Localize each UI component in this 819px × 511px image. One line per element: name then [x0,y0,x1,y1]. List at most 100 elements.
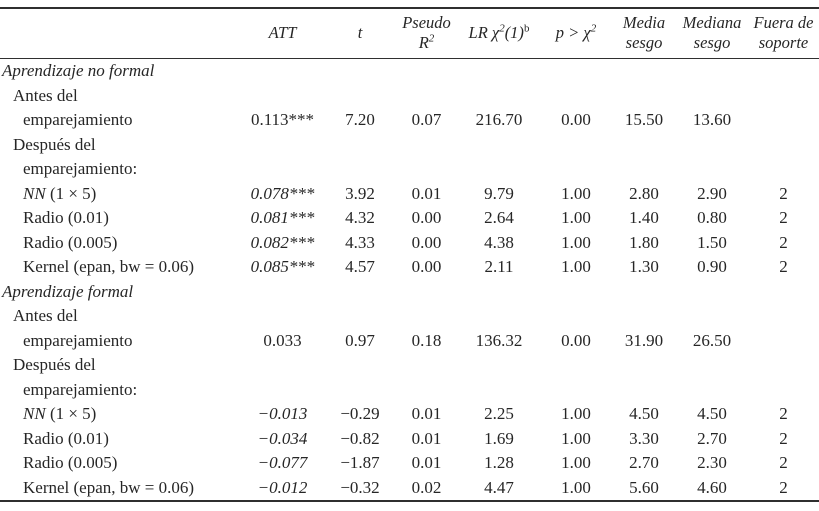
cell: 4.47 [484,477,514,497]
header-t: t [325,8,395,59]
cell: 0.01 [411,183,442,203]
cell: 2.80 [629,183,659,203]
cell [458,353,540,378]
cell: 3.30 [629,428,659,448]
cell: 2.11 [484,257,514,276]
cell: 2.70 [697,428,727,448]
table-row: emparejamiento: [0,157,819,182]
table-row: Aprendizaje formal [0,280,819,305]
row-label: Radio (0.005) [0,451,240,476]
table-row: Radio (0.01) −0.034 −0.82 0.01 1.69 1.00… [0,427,819,452]
table-row: Radio (0.005) −0.077 −1.87 0.01 1.28 1.0… [0,451,819,476]
cell [612,157,676,182]
cell [458,378,540,403]
cell: 1.50 [697,232,727,252]
cell [458,84,540,109]
cell [748,353,819,378]
row-label-text: Radio (0.01) [23,428,109,448]
cell: 1.00 [561,257,591,276]
cell [676,133,748,158]
cell: 1.28 [484,453,514,472]
cell: 0.082*** [250,232,315,252]
cell: 1.00 [561,183,591,203]
cell [540,84,612,109]
cell [540,157,612,182]
table-row: Después del [0,353,819,378]
cell: 2 [779,232,788,252]
cell: 1.69 [484,428,514,448]
cell [540,304,612,329]
header-mediana-line2: sesgo [693,33,731,52]
cell: 0.02 [411,477,442,497]
cell: 0.18 [411,330,442,350]
cell [240,280,325,305]
cell [748,59,819,84]
cell: 4.50 [697,404,727,423]
row-label: NN (1 × 5) [0,402,240,427]
cell [612,84,676,109]
row-label-text: emparejamiento: [23,379,138,399]
cell [458,304,540,329]
cell: 0.80 [697,208,727,227]
cell: 1.30 [629,257,659,276]
cell: 2 [779,453,788,472]
cell: 0.90 [697,257,727,276]
header-t-label: t [357,23,363,42]
table-row: NN (1 × 5) −0.013 −0.29 0.01 2.25 1.00 4… [0,402,819,427]
row-label: Antes del [0,84,240,109]
cell [676,59,748,84]
cell [748,329,819,354]
row-label: Kernel (epan, bw = 0.06) [0,476,240,502]
header-fuera-line2: soporte [758,33,809,52]
cell [325,280,395,305]
header-mediana-line1: Mediana [682,13,742,32]
cell [458,280,540,305]
cell: 0.081*** [250,208,315,227]
cell: 0.00 [561,330,591,350]
header-p-sup: 2 [590,22,597,35]
header-pseudo-line1: Pseudo [402,13,451,32]
row-label: Radio (0.005) [0,231,240,256]
row-label: Después del [0,353,240,378]
cell [240,84,325,109]
table-row: Kernel (epan, bw = 0.06) 0.085*** 4.57 0… [0,255,819,280]
header-media-line1: Media [622,13,666,32]
row-label-text: Antes del [13,85,78,105]
row-label: Aprendizaje formal [0,280,240,305]
header-media-sesgo: Media sesgo [612,8,676,59]
cell: 15.50 [624,110,664,129]
row-label-text: Después del [13,134,96,154]
header-lr-chi2: LR χ2(1)b [458,8,540,59]
row-label: emparejamiento [0,329,240,354]
cell: 136.32 [475,330,523,350]
cell [676,280,748,305]
cell: 5.60 [629,477,659,497]
cell: −0.077 [257,453,308,472]
cell [240,59,325,84]
header-fuera-line1: Fuera de [753,13,814,32]
cell [540,133,612,158]
header-att-label: ATT [268,23,297,42]
row-label-text: Kernel (epan, bw = 0.06) [23,257,195,276]
cell: 0.113*** [250,110,315,129]
header-att: ATT [240,8,325,59]
header-pseudo-sup: 2 [428,32,435,45]
row-label: Radio (0.01) [0,427,240,452]
cell: 13.60 [692,110,732,129]
cell: −0.034 [257,428,308,448]
row-label-text: Radio (0.005) [23,232,118,252]
cell: 2 [779,208,788,227]
header-empty [0,8,240,59]
table-row: emparejamiento: [0,378,819,403]
cell: 2.70 [629,453,659,472]
cell: 2.64 [484,208,514,227]
cell [325,304,395,329]
header-media-line2: sesgo [625,33,663,52]
row-label: Radio (0.01) [0,206,240,231]
table-row: Kernel (epan, bw = 0.06) −0.012 −0.32 0.… [0,476,819,502]
cell: 2 [779,477,788,497]
row-label-text: NN [23,404,46,423]
row-label-text: emparejamiento [23,330,133,350]
cell [240,353,325,378]
cell: 0.00 [411,257,442,276]
